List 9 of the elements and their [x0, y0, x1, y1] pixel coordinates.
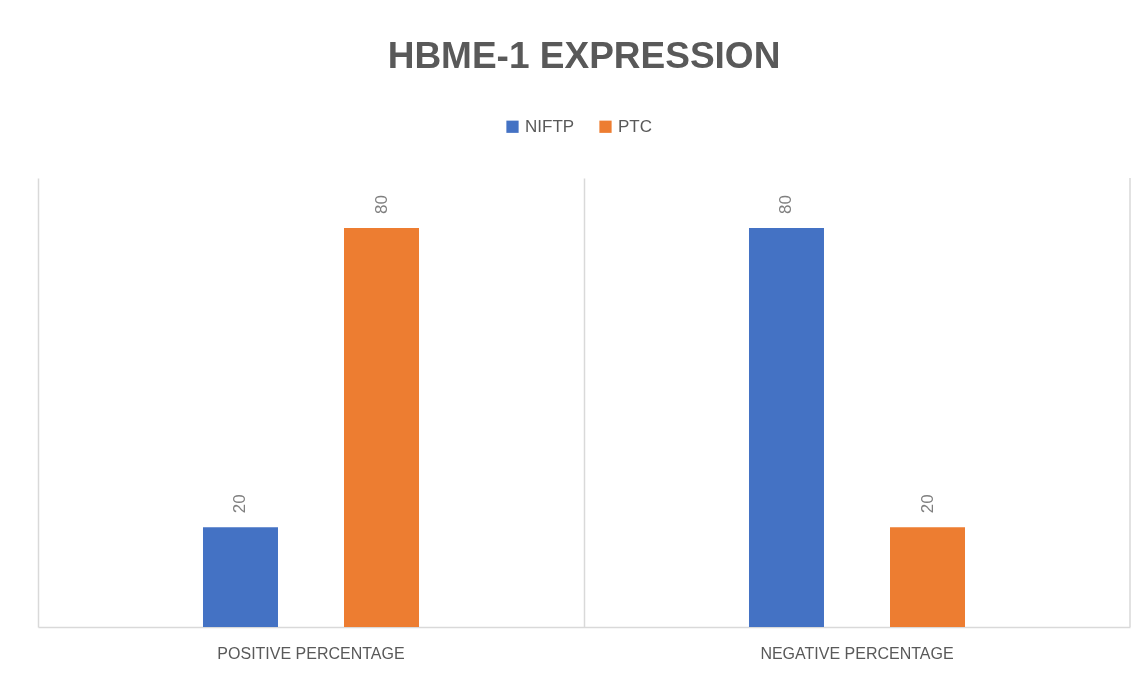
data-label: 80	[371, 194, 391, 214]
data-label: 80	[776, 194, 796, 214]
legend-label: PTC	[618, 116, 652, 136]
data-label: 20	[917, 494, 937, 514]
legend-label: NIFTP	[525, 116, 575, 136]
x-tick-label: POSITIVE PERCENTAGE	[217, 644, 405, 662]
data-label: 20	[230, 494, 250, 514]
x-tick-label: NEGATIVE PERCENTAGE	[760, 644, 954, 662]
chart-title: HBME-1 EXPRESSION	[387, 35, 781, 76]
